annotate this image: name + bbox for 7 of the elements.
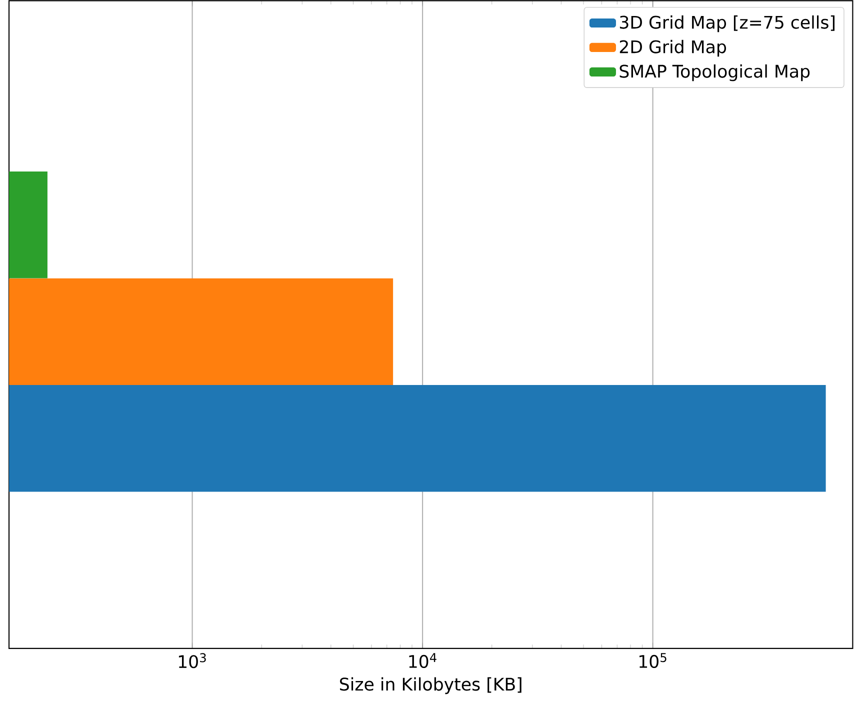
- legend-label: 3D Grid Map [z=75 cells]: [620, 15, 834, 32]
- legend-label: 2D Grid Map: [620, 40, 726, 56]
- x-tick-label: 10$^{5}$: [639, 652, 666, 668]
- x-tick-label: 10$^{3}$: [178, 652, 206, 668]
- legend-label: SMAP Topological Map: [620, 64, 810, 81]
- x-axis-title: Size in Kilobytes [KB]: [340, 677, 522, 694]
- x-tick-label: 10$^{4}$: [409, 652, 436, 668]
